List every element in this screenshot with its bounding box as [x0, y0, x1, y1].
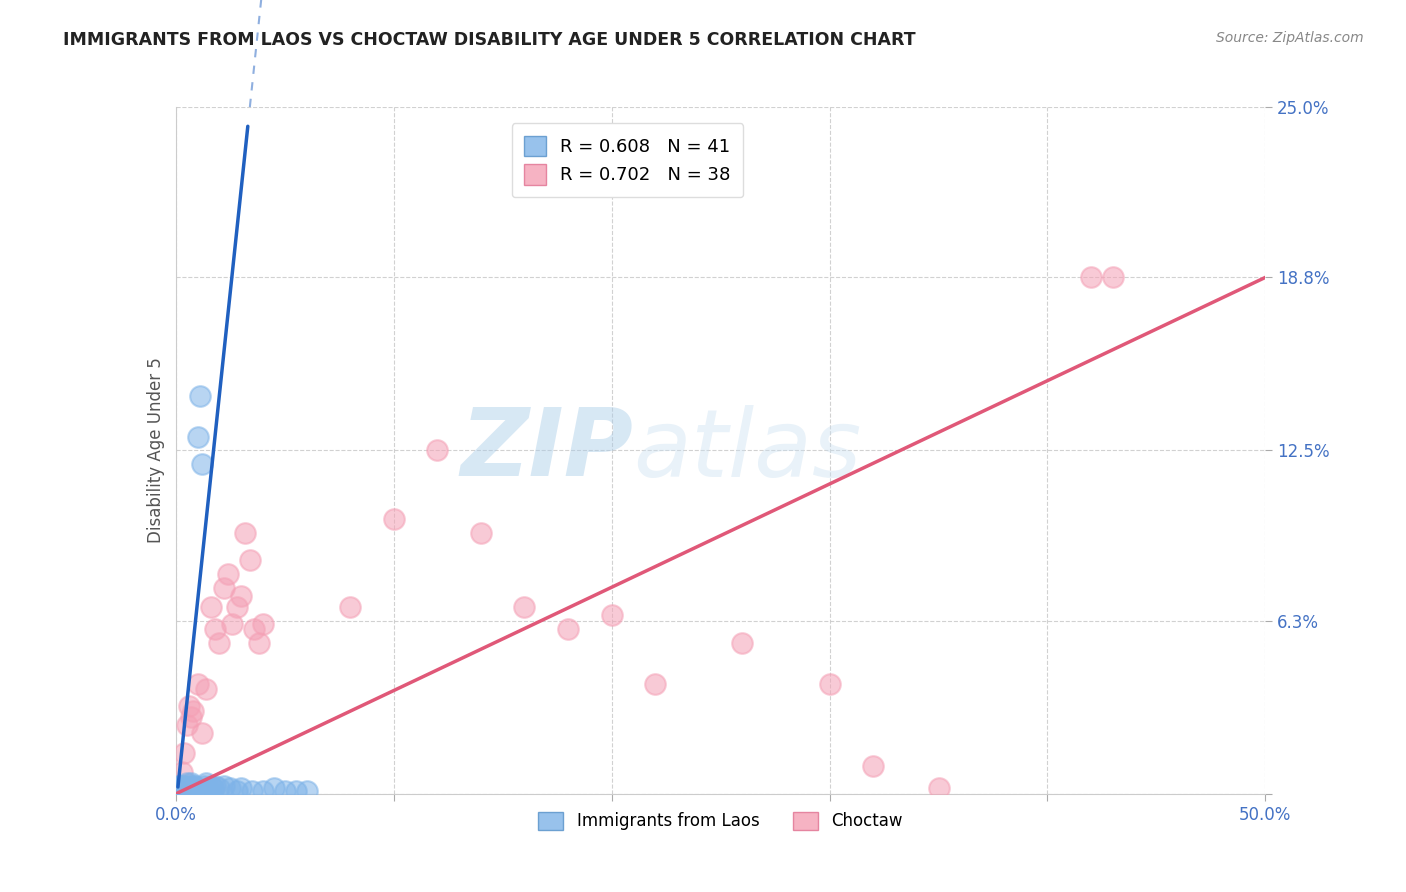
Point: [195, 682, 218, 697]
Point: [274, 784, 297, 798]
Point: [247, 636, 270, 650]
Point: [818, 677, 841, 691]
Point: [186, 677, 209, 691]
Point: [184, 779, 207, 793]
Point: [173, 746, 195, 760]
Point: [201, 781, 224, 796]
Point: [167, 784, 190, 798]
Point: [263, 781, 285, 796]
Point: [284, 784, 307, 798]
Point: [180, 710, 202, 724]
Point: [231, 781, 253, 796]
Point: [513, 600, 536, 615]
Point: [1080, 270, 1102, 285]
Point: [928, 781, 950, 796]
Point: [167, 784, 190, 798]
Point: [169, 781, 191, 796]
Point: [176, 718, 198, 732]
Point: [180, 776, 202, 790]
Point: [243, 622, 266, 636]
Point: [339, 600, 361, 615]
Point: [188, 388, 211, 402]
Point: [557, 622, 579, 636]
Point: [225, 600, 247, 615]
Point: [200, 779, 222, 793]
Legend: Immigrants from Laos, Choctaw: Immigrants from Laos, Choctaw: [531, 805, 910, 837]
Text: Source: ZipAtlas.com: Source: ZipAtlas.com: [1216, 31, 1364, 45]
Point: [382, 512, 405, 526]
Point: [644, 677, 666, 691]
Point: [176, 776, 198, 790]
Point: [177, 779, 200, 793]
Point: [172, 781, 194, 796]
Point: [197, 781, 219, 796]
Point: [167, 779, 190, 793]
Point: [204, 779, 226, 793]
Point: [169, 784, 191, 798]
Point: [208, 781, 231, 796]
Point: [212, 581, 235, 595]
Point: [191, 726, 214, 740]
Point: [181, 779, 204, 793]
Text: ZIP: ZIP: [461, 404, 633, 497]
Point: [217, 567, 239, 582]
Point: [177, 781, 200, 796]
Point: [173, 781, 195, 796]
Point: [169, 784, 191, 798]
Point: [252, 784, 274, 798]
Point: [181, 705, 204, 719]
Point: [239, 553, 262, 567]
Point: [180, 781, 202, 796]
Point: [186, 430, 209, 444]
Point: [240, 784, 263, 798]
Point: [176, 784, 198, 798]
Point: [252, 616, 274, 631]
Point: [235, 525, 257, 540]
Point: [219, 781, 242, 796]
Point: [172, 779, 194, 793]
Point: [172, 784, 194, 798]
Point: [191, 457, 214, 471]
Point: [167, 781, 190, 796]
Point: [426, 443, 449, 458]
Point: [1102, 270, 1125, 285]
Point: [731, 636, 754, 650]
Point: [173, 779, 195, 793]
Point: [212, 779, 235, 793]
Point: [862, 759, 884, 773]
Point: [177, 698, 200, 713]
Point: [221, 616, 243, 631]
Point: [195, 776, 218, 790]
Point: [204, 622, 226, 636]
Point: [193, 779, 215, 793]
Point: [208, 636, 231, 650]
Point: [169, 779, 191, 793]
Point: [295, 784, 318, 798]
Point: [225, 784, 247, 798]
Y-axis label: Disability Age Under 5: Disability Age Under 5: [146, 358, 165, 543]
Text: atlas: atlas: [633, 405, 862, 496]
Point: [200, 600, 222, 615]
Point: [176, 781, 198, 796]
Point: [600, 608, 623, 623]
Point: [172, 764, 194, 779]
Point: [470, 525, 492, 540]
Point: [231, 589, 253, 603]
Text: IMMIGRANTS FROM LAOS VS CHOCTAW DISABILITY AGE UNDER 5 CORRELATION CHART: IMMIGRANTS FROM LAOS VS CHOCTAW DISABILI…: [63, 31, 915, 49]
Point: [181, 781, 204, 796]
